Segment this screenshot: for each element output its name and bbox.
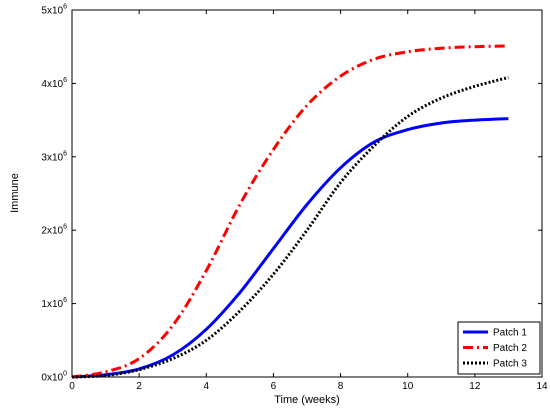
y-tick-label: 1x106 <box>41 297 67 310</box>
ticks-layer: 0 2 4 6 8 10 12 14 0x100 1x106 2x106 3x106 4x106 5x10… <box>41 4 548 393</box>
x-tick-label: 0 <box>69 381 75 392</box>
legend-label-2: Patch 2 <box>493 343 527 354</box>
x-tick-label: 10 <box>402 381 414 392</box>
x-tick-label: 2 <box>136 381 142 392</box>
y-tick-label: 5x106 <box>41 4 67 17</box>
y-tick-label: 2x106 <box>41 224 67 237</box>
legend: Patch 1 Patch 2 Patch 3 <box>457 321 541 375</box>
x-tick-label: 14 <box>536 381 548 392</box>
x-tick-label: 4 <box>204 381 210 392</box>
x-tick-label: 6 <box>271 381 277 392</box>
plot-frame <box>71 9 543 378</box>
y-tick-label: 4x106 <box>41 77 67 90</box>
legend-label-1: Patch 1 <box>493 328 527 339</box>
x-tick-label: 8 <box>338 381 344 392</box>
series-layer <box>71 44 509 379</box>
plot-area <box>72 10 542 377</box>
series-line-2 <box>71 44 509 379</box>
y-axis-title: Immune <box>9 173 21 213</box>
x-axis-title: Time (weeks) <box>274 394 340 406</box>
y-tick-label: 3x106 <box>41 150 67 163</box>
y-tick-label: 0x100 <box>41 371 67 384</box>
series-line-1 <box>71 117 509 379</box>
legend-label-3: Patch 3 <box>493 359 527 370</box>
x-tick-label: 12 <box>469 381 481 392</box>
